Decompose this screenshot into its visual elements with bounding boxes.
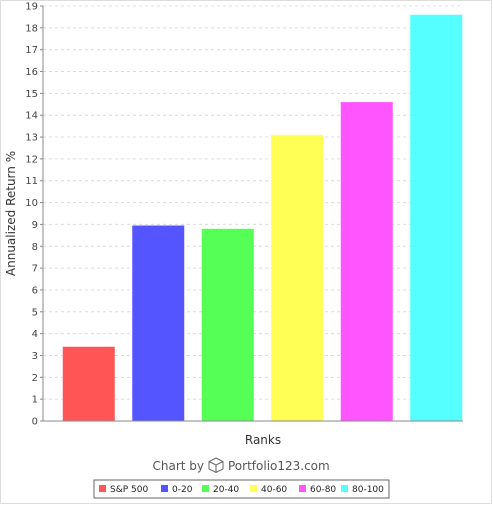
bar-0 <box>62 346 115 421</box>
y-tick-label: 0 <box>32 417 38 428</box>
legend-swatch-2 <box>202 485 209 492</box>
legend-label-1: 0-20 <box>172 485 193 495</box>
legend-label-3: 40-60 <box>261 485 287 495</box>
chart-credit: Chart by Portfolio123.com <box>152 457 330 474</box>
y-axis-label: Annualized Return % <box>4 151 18 276</box>
bars <box>62 14 463 422</box>
y-tick-label: 6 <box>32 285 38 296</box>
y-tick-label: 9 <box>32 220 38 231</box>
y-tick-label: 15 <box>25 89 38 100</box>
y-tick-label: 7 <box>32 264 38 275</box>
y-tick-label: 14 <box>25 111 38 122</box>
y-tick-label: 11 <box>25 176 38 187</box>
y-tick-label: 1 <box>32 395 38 406</box>
x-axis-label: Ranks <box>245 433 281 447</box>
bar-2 <box>201 228 254 421</box>
legend-label-2: 20-40 <box>213 485 239 495</box>
legend-swatch-0 <box>99 485 106 492</box>
y-tick-label: 3 <box>32 351 38 362</box>
bar-5 <box>410 14 463 421</box>
legend-swatch-3 <box>250 485 257 492</box>
axes <box>42 6 463 422</box>
legend-label-5: 80-100 <box>352 485 384 495</box>
y-tick-label: 19 <box>25 2 38 13</box>
y-tick-label: 8 <box>32 242 38 253</box>
bar-1 <box>132 225 185 421</box>
bar-3 <box>271 134 324 422</box>
legend-swatch-1 <box>161 485 168 492</box>
legend: S&P 500 0-20 20-40 40-60 60-80 80-100 <box>93 479 390 499</box>
y-tick-label: 12 <box>25 154 38 165</box>
legend-swatch-5 <box>341 485 348 492</box>
y-tick-label: 18 <box>25 23 38 34</box>
y-tick-label: 2 <box>32 373 38 384</box>
y-tick-label: 16 <box>25 67 38 78</box>
legend-swatch-4 <box>299 485 306 492</box>
y-tick-label: 10 <box>25 198 38 209</box>
legend-label-4: 60-80 <box>310 485 336 495</box>
bar-4 <box>340 102 393 422</box>
credit-brand: Portfolio123.com <box>228 459 330 473</box>
credit-prefix: Chart by <box>152 459 204 473</box>
legend-label-0: S&P 500 <box>110 485 148 495</box>
legend-box <box>93 479 390 499</box>
y-tick-label: 17 <box>25 45 38 56</box>
y-tick-label: 5 <box>32 307 38 318</box>
cube-icon <box>208 457 224 474</box>
y-tick-label: 4 <box>32 329 38 340</box>
y-tick-label: 13 <box>25 133 38 144</box>
